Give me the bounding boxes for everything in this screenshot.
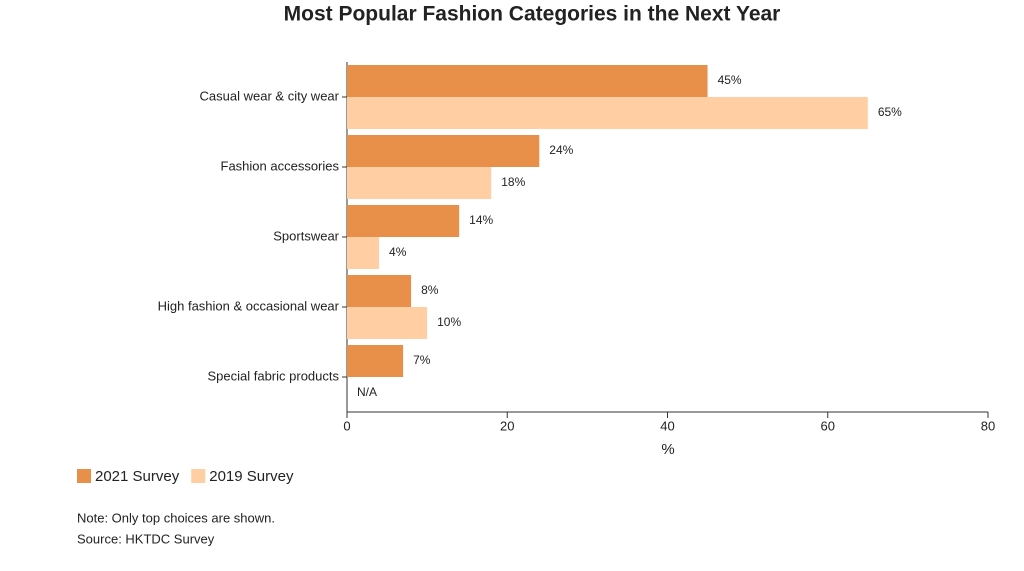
- chart-title: Most Popular Fashion Categories in the N…: [284, 3, 781, 26]
- bar: [347, 205, 460, 237]
- note: Source: HKTDC Survey: [77, 531, 215, 546]
- y-tick-label: High fashion & occasional wear: [158, 298, 340, 313]
- y-tick-label: Sportswear: [273, 228, 339, 243]
- value-label: 10%: [437, 315, 461, 329]
- y-tick-label: Casual wear & city wear: [200, 88, 340, 103]
- value-label: 7%: [413, 353, 431, 367]
- y-tick-label: Fashion accessories: [221, 158, 340, 173]
- bar: [347, 345, 404, 377]
- bar: [347, 135, 540, 167]
- legend-label: 2021 Survey: [95, 468, 180, 485]
- x-tick-label: 20: [500, 418, 514, 433]
- value-label: N/A: [357, 385, 377, 399]
- x-tick-label: 40: [660, 418, 674, 433]
- bar: [347, 307, 428, 339]
- legend-swatch: [191, 469, 206, 483]
- value-label: 4%: [389, 245, 407, 259]
- legend-label: 2019 Survey: [209, 468, 294, 485]
- x-tick-label: 60: [821, 418, 835, 433]
- bar: [347, 237, 380, 269]
- bar: [347, 167, 492, 199]
- value-label: 14%: [469, 213, 493, 227]
- value-label: 45%: [718, 73, 742, 87]
- y-tick-label: Special fabric products: [207, 368, 339, 383]
- legend-swatch: [77, 469, 91, 483]
- x-axis-label: %: [661, 441, 674, 458]
- x-tick-label: 80: [981, 418, 995, 433]
- value-label: 65%: [878, 105, 902, 119]
- bar: [347, 97, 868, 129]
- value-label: 24%: [549, 143, 573, 157]
- bar: [347, 275, 412, 307]
- bar: [347, 65, 708, 97]
- note: Note: Only top choices are shown.: [77, 510, 275, 525]
- value-label: 18%: [501, 175, 525, 189]
- value-label: 8%: [421, 283, 439, 297]
- x-tick-label: 0: [343, 418, 350, 433]
